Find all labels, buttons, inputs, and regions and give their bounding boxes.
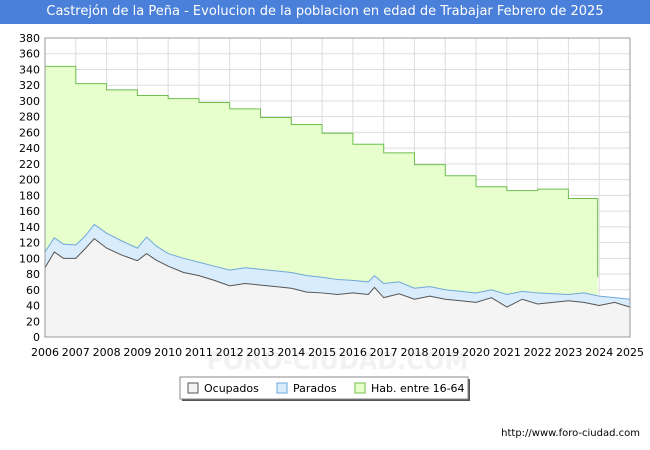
x-tick-label: 2011: [185, 346, 213, 359]
y-tick-label: 60: [26, 284, 40, 297]
x-tick-label: 2012: [216, 346, 244, 359]
legend-label-0: Ocupados: [204, 382, 259, 395]
series-area-ocupados: [45, 238, 630, 337]
legend-label-1: Parados: [293, 382, 337, 395]
y-tick-label: 20: [26, 315, 40, 328]
series-line-hab: [45, 65, 599, 278]
x-tick-label: 2019: [431, 346, 459, 359]
y-tick-label: 100: [19, 252, 40, 265]
chart-title: Castrejón de la Peña - Evolucion de la p…: [0, 0, 650, 24]
y-tick-label: 140: [19, 221, 40, 234]
y-tick-label: 340: [19, 63, 40, 76]
y-tick-label: 380: [19, 32, 40, 45]
series-line-ocupados: [44, 237, 631, 308]
y-tick-label: 360: [19, 48, 40, 61]
legend-swatch-1: [276, 382, 288, 394]
x-tick-label: 2015: [308, 346, 336, 359]
x-tick-label: 2010: [154, 346, 182, 359]
x-tick-label: 2014: [277, 346, 305, 359]
x-tick-label: 2018: [400, 346, 428, 359]
y-tick-label: 200: [19, 174, 40, 187]
legend-swatch-2: [354, 382, 366, 394]
x-tick-label: 2022: [524, 346, 552, 359]
x-tick-label: 2017: [370, 346, 398, 359]
x-tick-label: 2021: [493, 346, 521, 359]
x-tick-label: 2006: [31, 346, 59, 359]
x-tick-label: 2023: [554, 346, 582, 359]
series-line-parados: [44, 223, 631, 300]
x-tick-label: 2008: [93, 346, 121, 359]
footer-url: http://www.foro-ciudad.com: [501, 428, 640, 439]
x-tick-label: 2025: [616, 346, 644, 359]
x-tick-label: 2016: [339, 346, 367, 359]
watermark: FORO-CIUDAD.COM: [207, 347, 469, 375]
y-tick-label: 120: [19, 237, 40, 250]
chart-canvas: FORO-CIUDAD.COM 0 20 40 60 80 100 120 140 160 180 2…: [19, 32, 644, 401]
y-tick-label: 180: [19, 189, 40, 202]
y-tick-label: 280: [19, 111, 40, 124]
x-tick-label: 2020: [462, 346, 490, 359]
y-tick-label: 0: [33, 331, 40, 344]
legend-label-2: Hab. entre 16-64: [371, 382, 465, 395]
legend: [179, 376, 469, 400]
y-tick-label: 260: [19, 126, 40, 139]
y-tick-label: 40: [26, 300, 40, 313]
legend-swatch-0: [187, 382, 199, 394]
plot-frame: [44, 37, 631, 338]
y-tick-label: 240: [19, 142, 40, 155]
x-tick-label: 2009: [123, 346, 151, 359]
x-tick-label: 2013: [247, 346, 275, 359]
y-tick-label: 300: [19, 95, 40, 108]
y-tick-label: 80: [26, 268, 40, 281]
x-tick-label: 2007: [62, 346, 90, 359]
y-tick-label: 160: [19, 205, 40, 218]
y-tick-label: 320: [19, 79, 40, 92]
x-tick-label: 2024: [585, 346, 613, 359]
y-tick-label: 220: [19, 158, 40, 171]
